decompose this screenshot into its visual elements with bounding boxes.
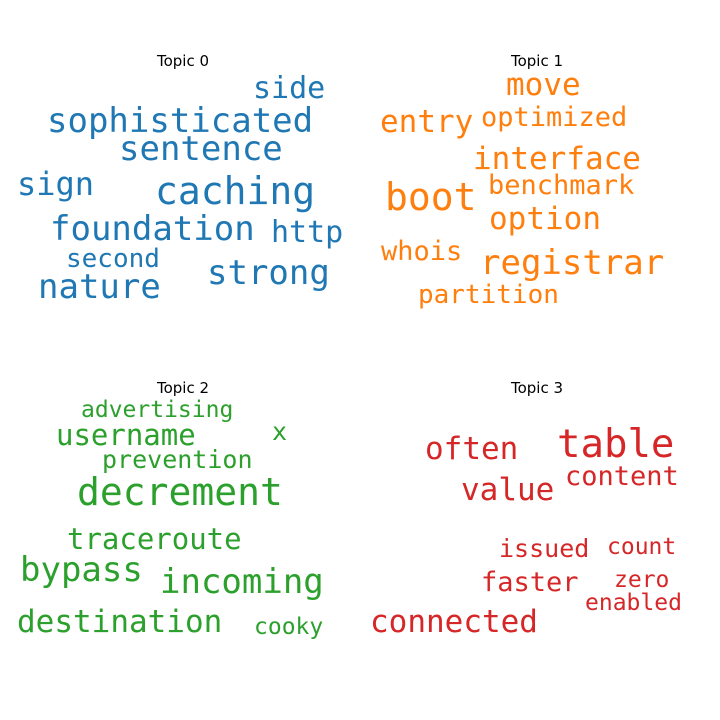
topic-3-word-issued: issued <box>499 534 590 563</box>
topic-3-word-table: table <box>557 422 675 467</box>
topic-1-word-boot: boot <box>385 175 477 219</box>
topic-0-word-nature: nature <box>38 267 161 307</box>
topic-2-word-bypass: bypass <box>20 550 143 590</box>
topic-3-word-enabled: enabled <box>585 590 682 616</box>
topic-3-word-content: content <box>565 461 679 492</box>
topic-2-word-incoming: incoming <box>160 562 324 602</box>
topic-0-word-side: side <box>253 71 326 106</box>
topic-2-word-decrement: decrement <box>77 470 283 514</box>
topic-0-title: Topic 0 <box>156 52 210 70</box>
topic-0-word-foundation: foundation <box>50 209 255 249</box>
topic-0-word-sophisticated: sophisticated <box>47 101 314 141</box>
topic-1-word-registrar: registrar <box>480 243 665 283</box>
topic-1-word-move: move <box>506 67 581 103</box>
topic-2-word-destination: destination <box>17 604 223 640</box>
topic-0-word-sign: sign <box>17 165 95 203</box>
topic-3-word-connected: connected <box>370 604 538 640</box>
topic-0-panel: Topic 0 caching sophisticated foundation na… <box>13 52 353 352</box>
topic-0-word-strong: strong <box>207 253 330 293</box>
topic-2-word-traceroute: traceroute <box>67 522 242 556</box>
topic-3-word-often: often <box>425 431 519 467</box>
topic-3-word-count: count <box>607 534 677 560</box>
topic-3-panel: Topic 3 table often value content connected f… <box>367 379 707 679</box>
topic-0-word-http: http <box>271 215 344 250</box>
topic-0-word-caching: caching <box>155 169 316 213</box>
topic-2-title: Topic 2 <box>156 379 210 397</box>
topic-3-word-value: value <box>461 472 555 508</box>
topic-1-word-entry: entry <box>380 104 474 140</box>
topic-0-word-second: second <box>66 244 160 274</box>
topic-1-word-interface: interface <box>473 141 641 177</box>
topic-3-word-faster: faster <box>481 567 579 598</box>
topic-0-wordcloud: caching sophisticated foundation nature stro… <box>13 52 353 352</box>
topic-1-word-whois: whois <box>381 236 463 267</box>
topic-2-panel: Topic 2 decrement incoming bypass destinati… <box>13 379 353 679</box>
topic-2-wordcloud: decrement incoming bypass destination tracer… <box>13 379 353 679</box>
topic-1-word-optimized: optimized <box>481 102 628 133</box>
topic-0-word-sentence: sentence <box>119 129 283 169</box>
topic-2-word-prevention: prevention <box>102 445 253 474</box>
topic-3-word-zero: zero <box>614 567 670 593</box>
topic-1-word-benchmark: benchmark <box>488 170 635 201</box>
topic-1-title: Topic 1 <box>510 52 564 70</box>
topic-1-wordcloud: boot registrar option interface move entry opt… <box>367 52 707 352</box>
topic-3-title: Topic 3 <box>510 379 564 397</box>
topic-2-word-advertising: advertising <box>81 397 234 423</box>
topic-2-word-x: x <box>272 417 288 446</box>
topic-1-panel: Topic 1 boot registrar option interface move… <box>367 52 707 352</box>
topic-2-word-cooky: cooky <box>254 614 324 640</box>
topic-2-word-username: username <box>56 418 196 452</box>
topic-1-word-partition: partition <box>418 280 559 310</box>
topic-3-wordcloud: table often value content connected faster iss… <box>367 379 707 679</box>
topic-1-word-option: option <box>489 201 601 237</box>
